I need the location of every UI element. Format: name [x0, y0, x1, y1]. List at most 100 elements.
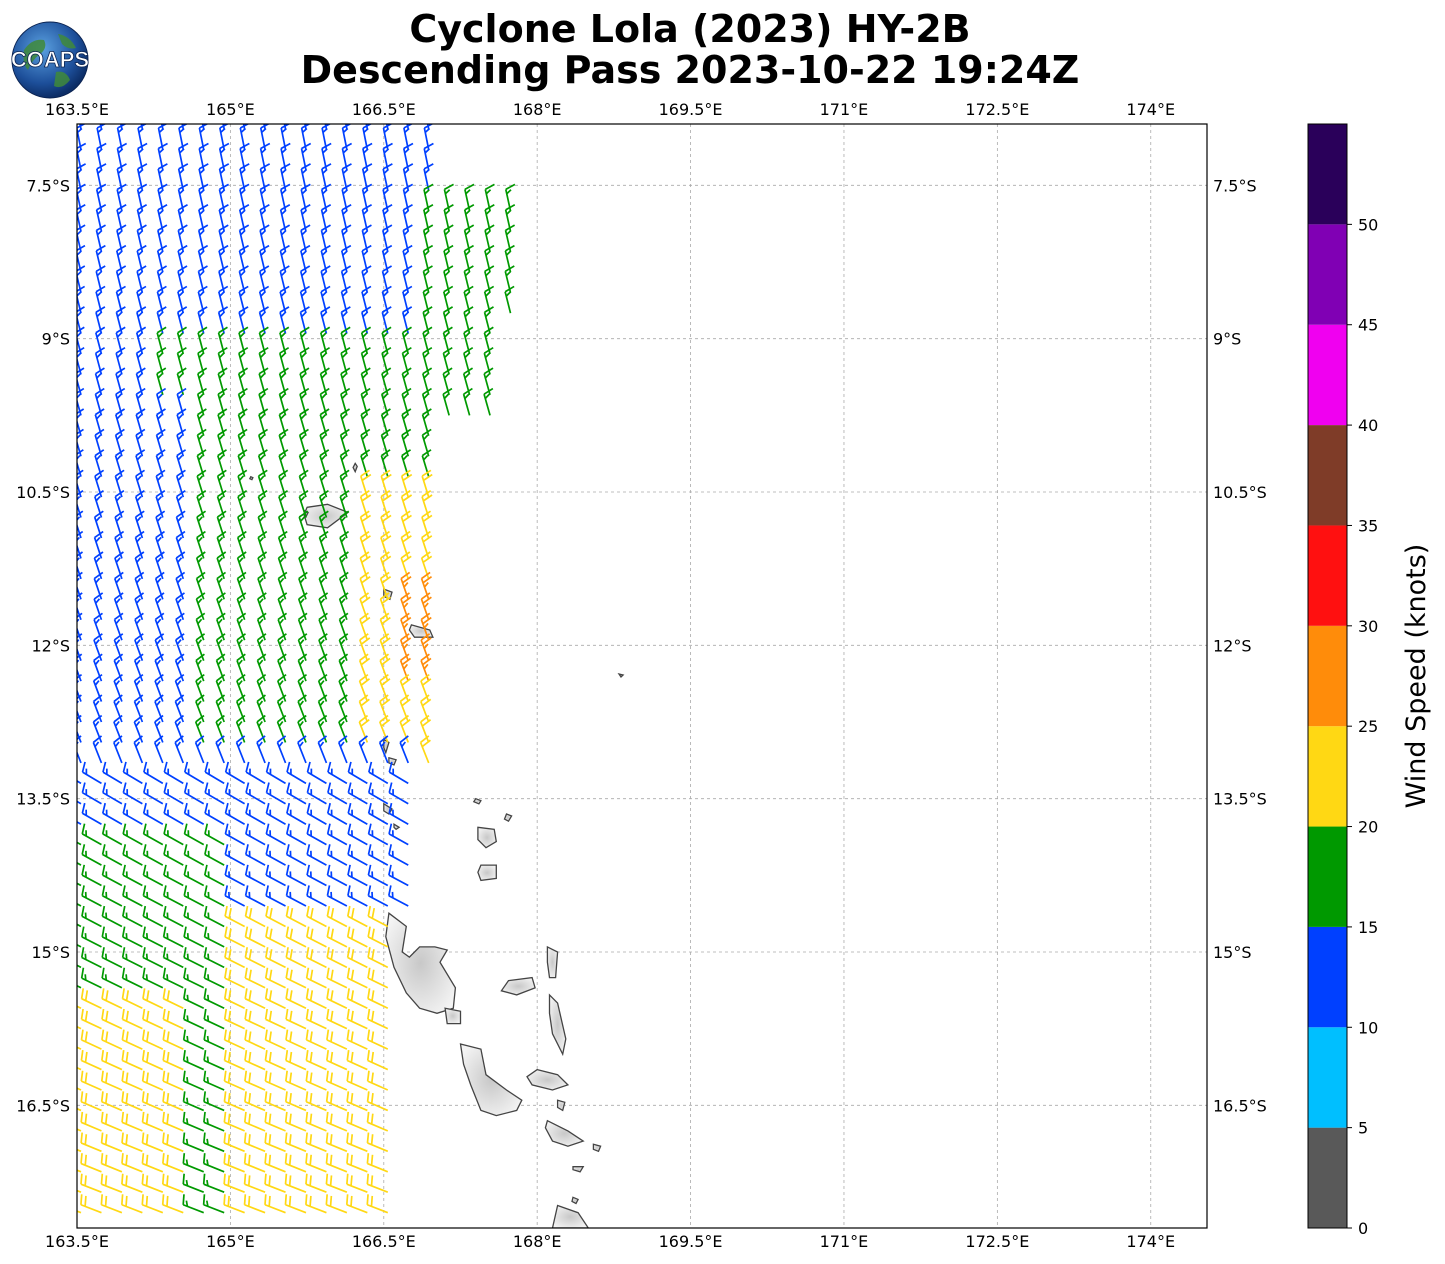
wind-barb: [122, 823, 143, 846]
wind-barb: [121, 926, 143, 948]
lon-tick-label-top: 172.5°E: [965, 100, 1029, 119]
wind-barb: [195, 571, 206, 600]
wind-barb: [244, 1070, 266, 1091]
island-outline: [352, 462, 358, 474]
wind-barb: [326, 947, 348, 969]
wind-barb: [399, 633, 412, 661]
wind-barb: [101, 967, 123, 989]
lat-tick-label-left: 13.5°S: [16, 790, 70, 809]
wind-barb: [285, 1050, 307, 1071]
wind-barb: [339, 530, 350, 559]
wind-barb: [285, 885, 307, 907]
island-outline: [477, 826, 498, 849]
wind-barb: [297, 673, 308, 702]
wind-barb: [325, 1091, 348, 1112]
wind-barb: [420, 653, 432, 682]
wind-barb: [141, 1132, 164, 1153]
figure-title-line2: Descending Pass 2023-10-22 19:24Z: [300, 48, 1080, 92]
wind-barb: [223, 1050, 245, 1071]
wind-barb: [80, 1029, 102, 1050]
wind-barb: [162, 1091, 184, 1112]
colorbar-tick-label: 10: [1358, 1018, 1378, 1037]
wind-barb: [203, 1008, 225, 1030]
wind-barb: [142, 802, 164, 825]
wind-barb: [174, 735, 185, 764]
wind-barb: [347, 802, 368, 825]
wind-barb: [154, 612, 165, 641]
island-outline: [503, 813, 513, 823]
wind-barb: [338, 592, 349, 621]
wind-barb: [175, 530, 186, 559]
wind-barb: [114, 551, 124, 580]
wind-barb: [359, 592, 371, 621]
wind-barb: [264, 1091, 286, 1112]
wind-barb: [224, 926, 246, 948]
wind-barb: [204, 823, 225, 846]
wind-barb: [223, 1153, 245, 1173]
wind-barb: [141, 1173, 164, 1194]
wind-barb: [338, 633, 349, 661]
colorbar-bin: [1308, 425, 1347, 526]
island-outline: [526, 1068, 570, 1091]
wind-barb: [306, 864, 327, 887]
wind-barb: [81, 926, 102, 948]
wind-barb: [286, 802, 307, 825]
wind-barb: [203, 1029, 225, 1050]
wind-barb: [194, 714, 205, 743]
wind-barb: [235, 694, 246, 723]
wind-barb: [244, 1008, 266, 1030]
wind-barb: [141, 1029, 164, 1050]
lon-tick-label-top: 171°E: [820, 100, 869, 119]
wind-barb: [163, 802, 184, 825]
wind-barb: [358, 714, 370, 743]
wind-barb: [235, 714, 246, 743]
wind-barb: [224, 844, 246, 866]
wind-barb: [347, 844, 368, 866]
wind-barb: [142, 905, 164, 928]
wind-barb: [113, 633, 124, 661]
wind-barb: [183, 864, 205, 887]
wind-barb: [277, 551, 288, 580]
wind-barb: [367, 967, 389, 989]
wind-barb: [77, 902, 82, 907]
wind-barb: [400, 551, 412, 580]
wind-barb: [236, 530, 247, 559]
wind-barb: [284, 1194, 307, 1214]
wind-barb: [77, 1128, 82, 1132]
island-outline: [551, 1204, 590, 1228]
wind-barb: [93, 653, 103, 682]
wind-barb: [285, 823, 307, 846]
wind-barb: [77, 984, 82, 989]
wind-barb: [442, 387, 453, 416]
wind-barb: [305, 1050, 327, 1071]
wind-barb: [256, 633, 267, 661]
wind-barb: [142, 1008, 164, 1030]
wind-barb: [264, 1070, 286, 1091]
wind-barb: [92, 714, 103, 743]
wind-barb: [154, 592, 165, 621]
colorbar-bin: [1308, 324, 1347, 426]
lat-tick-label-left: 12°S: [31, 636, 70, 655]
wind-barb: [285, 926, 307, 948]
wind-barb: [346, 1091, 368, 1112]
wind-barb: [162, 1070, 184, 1091]
wind-barb: [134, 612, 144, 641]
wind-barb: [143, 761, 164, 785]
wind-barb: [121, 1050, 143, 1071]
wind-barb: [264, 1050, 286, 1071]
wind-barb: [81, 885, 102, 907]
colorbar-tick-label: 25: [1358, 717, 1378, 736]
wind-barb: [243, 1173, 266, 1194]
wind-barb: [318, 530, 329, 559]
island-outline: [556, 1099, 566, 1112]
wind-barb: [183, 823, 205, 846]
wind-barb: [113, 653, 124, 682]
wind-barb: [297, 653, 308, 682]
wind-barb: [305, 947, 327, 969]
wind-barb: [256, 735, 266, 764]
lat-tick-label-right: 16.5°S: [1213, 1096, 1267, 1115]
wind-barb: [236, 612, 247, 641]
wind-barb: [162, 1029, 184, 1050]
wind-barb: [154, 694, 164, 723]
wind-barb: [216, 571, 227, 600]
